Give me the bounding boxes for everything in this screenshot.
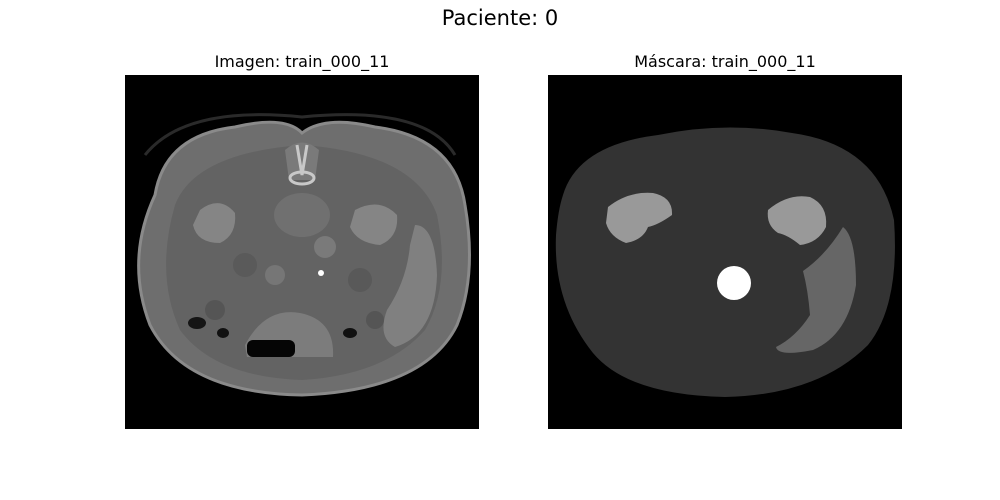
ct-kidney-right (350, 204, 398, 245)
figure-title: Paciente: 0 (441, 6, 559, 30)
mask-kidney-right (767, 196, 827, 245)
mask-kidney-left (606, 192, 673, 243)
ct-liver (383, 225, 437, 347)
ct-image-title: Imagen: train_000_11 (214, 52, 390, 71)
mask-aorta (717, 266, 751, 300)
ct-slice-image (125, 75, 479, 429)
mask-liver (776, 227, 856, 353)
ct-kidney-left (193, 203, 236, 243)
segmentation-mask-image (548, 75, 902, 429)
mask-image-panel (548, 75, 902, 429)
ct-image-panel (125, 75, 479, 429)
mask-image-title: Máscara: train_000_11 (634, 52, 816, 71)
